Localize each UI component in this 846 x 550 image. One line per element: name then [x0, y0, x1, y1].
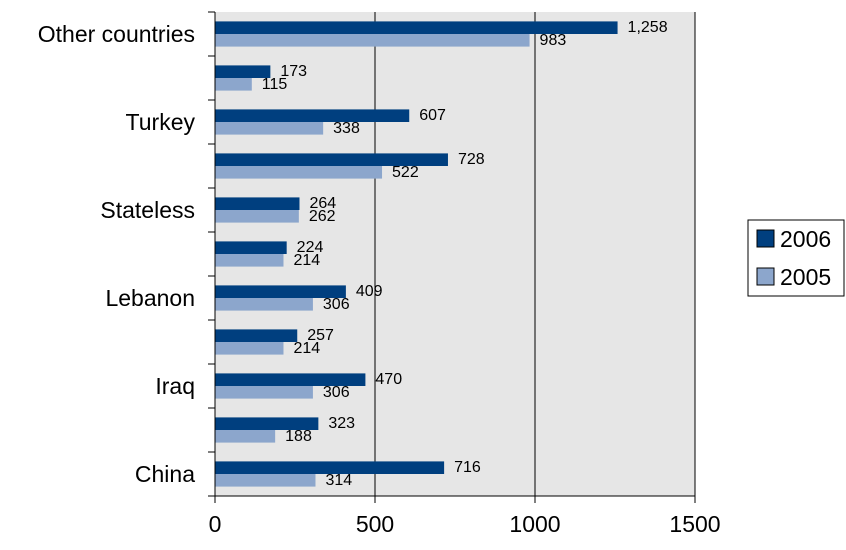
category-label: Lebanon: [105, 285, 195, 311]
bar-2006-4: [215, 197, 300, 210]
bar-2005-8: [215, 386, 313, 399]
category-label: Turkey: [126, 109, 196, 135]
bar-2006-6: [215, 285, 346, 298]
bar-2006-1: [215, 65, 271, 78]
data-label-2006-4: 264: [309, 195, 336, 212]
bar-2006-10: [215, 461, 445, 474]
bar-2006-2: [215, 109, 410, 122]
data-label-2005-6: 306: [323, 296, 350, 313]
bar-2005-10: [215, 474, 316, 487]
bar-2006-0: [215, 21, 618, 34]
bar-2005-6: [215, 298, 313, 311]
x-tick-label: 1000: [509, 511, 560, 537]
data-label-2006-6: 409: [356, 283, 383, 300]
data-label-2006-9: 323: [328, 415, 355, 432]
category-label: Iraq: [155, 373, 195, 399]
x-tick-label: 0: [209, 511, 222, 537]
bar-2006-5: [215, 241, 287, 254]
data-label-2005-0: 983: [540, 32, 567, 49]
category-label: Stateless: [100, 197, 195, 223]
axes: Other countries Turkey Stateless Lebanon Ira…: [38, 11, 721, 537]
bar-2005-9: [215, 430, 276, 443]
bar-2006-8: [215, 373, 366, 386]
data-label-2005-3: 522: [392, 164, 419, 181]
data-label-2005-2: 338: [333, 120, 360, 137]
x-tick-label: 1500: [669, 511, 720, 537]
bar-2005-1: [215, 78, 252, 91]
category-label: Other countries: [38, 21, 195, 47]
plot-area: [215, 12, 695, 496]
data-label-2005-7: 214: [293, 340, 320, 357]
bar-2006-3: [215, 153, 448, 166]
data-label-2006-10: 716: [454, 459, 481, 476]
legend-label-2005: 2005: [780, 264, 831, 290]
data-label-2006-3: 728: [458, 151, 485, 168]
legend-swatch-2006: [756, 229, 775, 248]
data-label-2006-1: 173: [280, 63, 307, 80]
data-label-2006-8: 470: [375, 371, 402, 388]
bar-2006-9: [215, 417, 319, 430]
bar-2005-3: [215, 166, 383, 179]
data-label-2005-8: 306: [323, 384, 350, 401]
data-label-2005-4: 262: [309, 208, 336, 225]
data-label-2005-9: 188: [285, 428, 312, 445]
x-tick-label: 500: [356, 511, 394, 537]
legend: 2006 2005: [747, 219, 845, 297]
data-label-2005-5: 214: [293, 252, 320, 269]
gridlines: [374, 12, 696, 496]
data-label-2006-7: 257: [307, 327, 334, 344]
bar-2005-4: [215, 210, 299, 223]
bars: 1,25898317311560733872852226426222421440…: [215, 19, 668, 489]
bar-2005-0: [215, 34, 530, 47]
data-label-2006-0: 1,258: [628, 19, 668, 36]
category-label: China: [135, 461, 195, 487]
data-label-2006-5: 224: [297, 239, 324, 256]
bar-2006-7: [215, 329, 298, 342]
legend-swatch-2005: [756, 267, 775, 286]
bar-2005-2: [215, 122, 324, 135]
bar-2005-5: [215, 254, 284, 267]
data-label-2006-2: 607: [419, 107, 446, 124]
data-label-2005-10: 314: [325, 472, 352, 489]
legend-label-2006: 2006: [780, 226, 831, 252]
bar-2005-7: [215, 342, 284, 355]
data-label-2005-1: 115: [262, 76, 288, 93]
